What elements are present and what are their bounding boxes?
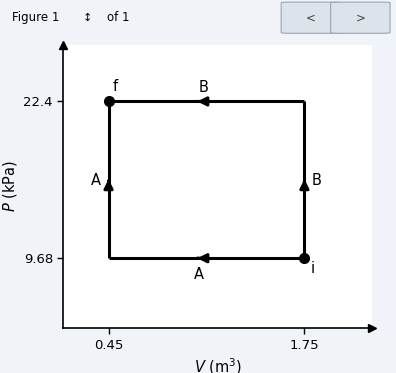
Text: A: A <box>194 267 204 282</box>
Text: f: f <box>113 79 118 94</box>
Text: B: B <box>198 80 208 95</box>
Text: A: A <box>91 173 101 188</box>
X-axis label: $V$ (m$^3$): $V$ (m$^3$) <box>194 356 242 373</box>
Text: ↕: ↕ <box>83 13 93 23</box>
Text: >: > <box>356 11 365 24</box>
Text: i: i <box>310 261 314 276</box>
Text: <: < <box>306 11 316 24</box>
Text: B: B <box>312 173 322 188</box>
FancyBboxPatch shape <box>281 2 341 33</box>
Text: Figure 1: Figure 1 <box>12 11 59 24</box>
Text: of 1: of 1 <box>107 11 129 24</box>
FancyBboxPatch shape <box>331 2 390 33</box>
Y-axis label: $P$ (kPa): $P$ (kPa) <box>1 161 19 212</box>
